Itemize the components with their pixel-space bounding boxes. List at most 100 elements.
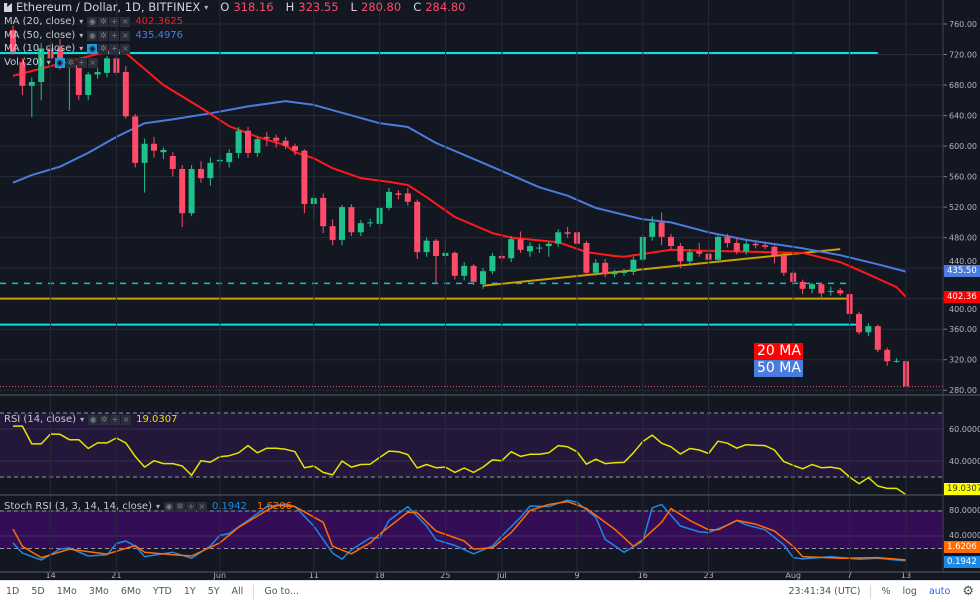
candle[interactable] <box>85 72 92 101</box>
candle[interactable] <box>686 249 693 265</box>
candle[interactable] <box>480 268 486 289</box>
candle[interactable] <box>282 136 289 150</box>
candle[interactable] <box>19 58 26 95</box>
rsi-pane[interactable] <box>0 412 943 495</box>
range-5y[interactable]: 5Y <box>207 586 220 597</box>
gear-icon[interactable]: ✲ <box>99 415 110 425</box>
candle[interactable] <box>762 242 768 250</box>
candle[interactable] <box>151 136 157 158</box>
chevron-down-icon[interactable]: ▾ <box>80 415 85 424</box>
candle[interactable] <box>517 231 524 253</box>
candle[interactable] <box>348 204 355 237</box>
plus-icon[interactable]: + <box>186 502 197 512</box>
close-icon[interactable]: × <box>87 57 98 68</box>
log-scale-toggle[interactable]: log <box>902 586 917 597</box>
close-icon[interactable]: × <box>197 502 208 512</box>
candle[interactable] <box>874 324 881 353</box>
candle[interactable] <box>865 323 872 337</box>
candle[interactable] <box>132 114 139 168</box>
candle[interactable] <box>188 165 195 217</box>
indicator-ma50[interactable]: MA (50, close) ▾ ◉ ✲ + × 435.4976 <box>4 29 465 43</box>
candle[interactable] <box>743 240 750 255</box>
candle[interactable] <box>658 212 665 246</box>
close-icon[interactable]: × <box>121 415 132 425</box>
candle[interactable] <box>38 43 45 101</box>
eye-hidden-icon[interactable]: ◉ <box>54 57 65 68</box>
indicator-label[interactable]: MA (50, close) <box>4 29 76 41</box>
candle[interactable] <box>357 220 364 237</box>
close-icon[interactable]: × <box>120 30 131 41</box>
indicator-ma10[interactable]: MA (10, close) ▾ ◉ ✲ + × <box>4 42 465 56</box>
candle[interactable] <box>404 188 411 206</box>
candle[interactable] <box>28 77 35 118</box>
range-1y[interactable]: 1Y <box>183 586 196 597</box>
close-icon[interactable]: × <box>120 44 131 54</box>
stoch-label[interactable]: Stoch RSI (3, 3, 14, 14, close) <box>4 501 152 512</box>
candle[interactable] <box>724 233 731 248</box>
chevron-down-icon[interactable]: ▾ <box>204 2 209 12</box>
candle[interactable] <box>320 193 327 234</box>
candle[interactable] <box>329 219 336 246</box>
candle[interactable] <box>207 157 214 186</box>
candle[interactable] <box>169 152 176 177</box>
candle[interactable] <box>621 268 627 276</box>
candle[interactable] <box>235 127 242 159</box>
eye-icon[interactable]: ◉ <box>87 17 98 27</box>
candle[interactable] <box>780 252 787 276</box>
candle[interactable] <box>470 264 477 285</box>
percent-scale-toggle[interactable]: % <box>881 586 891 597</box>
candle[interactable] <box>884 347 891 366</box>
candle[interactable] <box>263 132 270 147</box>
gear-icon[interactable]: ✲ <box>65 57 76 68</box>
candle[interactable] <box>668 233 674 250</box>
candle[interactable] <box>423 237 430 257</box>
candle[interactable] <box>536 243 543 253</box>
trend-line-drawing[interactable] <box>482 248 841 287</box>
candle[interactable] <box>630 256 637 276</box>
gear-icon[interactable]: ✲ <box>98 30 109 41</box>
chevron-down-icon[interactable]: ▾ <box>79 30 84 40</box>
candle[interactable] <box>301 149 308 214</box>
candle[interactable] <box>489 252 496 275</box>
candle[interactable] <box>386 188 392 211</box>
indicator-ma20[interactable]: MA (20, close) ▾ ◉ ✲ + × 402.3625 <box>4 15 465 29</box>
price-pane[interactable] <box>0 23 943 391</box>
eye-hidden-icon[interactable]: ◉ <box>87 44 98 54</box>
candle[interactable] <box>433 239 439 284</box>
candle[interactable] <box>752 241 759 249</box>
candle[interactable] <box>451 251 458 280</box>
candle[interactable] <box>555 229 562 247</box>
candle[interactable] <box>893 358 900 363</box>
plus-icon[interactable]: + <box>76 57 87 68</box>
candle[interactable] <box>837 287 844 296</box>
candle[interactable] <box>771 245 778 264</box>
candle[interactable] <box>809 282 815 294</box>
candle[interactable] <box>160 147 167 160</box>
candle[interactable] <box>226 149 233 168</box>
chevron-down-icon[interactable]: ▾ <box>46 57 51 67</box>
eye-icon[interactable]: ◉ <box>88 415 99 425</box>
range-6mo[interactable]: 6Mo <box>120 586 141 597</box>
candle[interactable] <box>583 240 590 276</box>
candle[interactable] <box>10 25 16 55</box>
indicator-label[interactable]: MA (10, close) <box>4 43 76 54</box>
candle[interactable] <box>141 138 148 193</box>
candle[interactable] <box>733 237 740 255</box>
gear-icon[interactable]: ✲ <box>175 502 186 512</box>
candle[interactable] <box>273 134 280 148</box>
chevron-down-icon[interactable]: ▾ <box>156 502 161 511</box>
plus-icon[interactable]: + <box>109 30 120 41</box>
symbol-title[interactable]: Ethereum / Dollar, 1D, BITFINEX <box>16 0 201 14</box>
chart-canvas[interactable]: 14 21 Jun 11 18 25 Jul 9 16 23 Aug 7 13 760.00 720.00 6… <box>0 0 980 580</box>
candle[interactable] <box>339 204 345 246</box>
candle[interactable] <box>94 68 101 79</box>
chevron-down-icon[interactable]: ▾ <box>79 17 84 26</box>
stoch-rsi-pane[interactable] <box>0 499 943 562</box>
candle[interactable] <box>715 235 721 261</box>
candle[interactable] <box>827 286 834 296</box>
gear-icon[interactable]: ⚙ <box>962 584 974 599</box>
candle[interactable] <box>508 236 515 263</box>
candle[interactable] <box>799 279 806 295</box>
plus-icon[interactable]: + <box>109 17 120 27</box>
candle[interactable] <box>245 127 251 158</box>
